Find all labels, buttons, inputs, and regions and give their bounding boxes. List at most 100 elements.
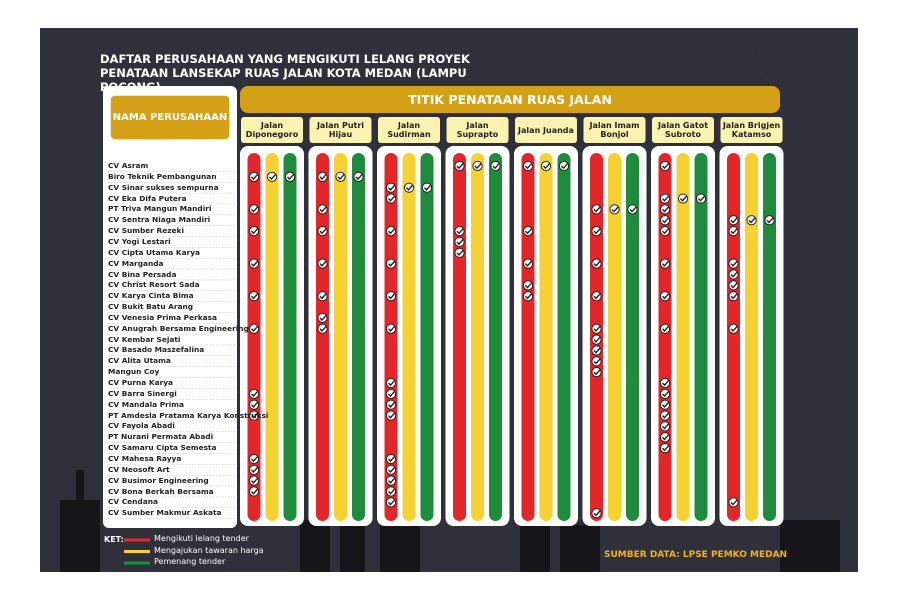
stage-bar [316,153,329,521]
legend-text: Pemenang tender [154,557,226,566]
company-name: CV Christ Resort Sada [108,280,200,290]
roads-header: TITIK PENATAAN RUAS JALAN [408,92,612,107]
check-mark [248,486,260,497]
company-name: CV Purna Karya [108,378,174,387]
legend-text: Mengikuti lelang tender [154,534,249,543]
check-mark [317,204,328,215]
road-header-box [378,117,440,143]
check-mark [284,171,296,182]
check-mark [317,226,328,237]
check-mark [659,432,671,443]
company-name: CV Cendana [108,497,158,507]
check-mark [248,388,260,399]
check-mark [659,399,671,410]
check-mark [522,291,534,302]
check-mark [248,226,260,237]
check-mark [659,410,671,421]
title: DAFTAR PERUSAHAAN YANG MENGIKUTI LELANG … [100,52,470,94]
company-name: CV Basado Maszefalina [108,345,205,355]
check-mark [385,475,397,486]
company-name: PT Amdesla Pratama Karya Konstruksi [108,410,269,420]
check-mark [454,247,465,258]
check-mark [591,204,602,215]
check-mark [746,215,757,226]
road-name: Jalan Sudirman [387,121,431,139]
stage-bar [676,153,690,521]
check-mark [248,291,260,302]
stage-bar [694,153,708,521]
check-mark [728,269,739,280]
company-name: CV Busimor Engineering [108,475,209,485]
check-mark [385,182,397,193]
check-mark [385,486,397,497]
stage-bar [402,153,416,521]
check-mark [522,258,534,269]
check-mark [385,377,397,389]
check-mark [248,399,260,410]
check-mark [248,323,260,334]
check-mark [728,226,739,237]
stage-bar [521,153,535,521]
company-header: NAMA PERUSAHAAN [112,112,228,123]
road-name: Jalan Diponegoro [245,121,299,139]
check-mark [659,193,671,204]
check-mark [764,215,775,226]
company-panel [103,86,237,528]
road-name: Jalan Juanda [518,125,574,135]
company-name: CV Sinar sukses sempurna [108,182,219,192]
check-mark [659,258,671,269]
check-mark [385,291,397,302]
check-mark [335,171,346,182]
check-mark [385,497,397,508]
stage-bar [763,153,776,521]
road-name: Jalan Suprapto [456,121,499,139]
road-header-box [515,117,577,143]
check-mark [266,171,278,182]
check-mark [248,171,260,182]
check-mark [677,193,689,204]
check-mark [248,475,260,486]
check-mark [248,204,260,215]
check-mark [659,323,671,334]
company-name: CV Yogi Lestari [108,236,171,246]
company-name: CV Fayola Abadi [108,421,175,431]
check-mark [317,258,328,269]
company-name: CV Sentra Niaga Mandiri [108,215,211,225]
check-mark [659,291,671,302]
check-mark [385,226,397,237]
company-name: CV Marganda [108,258,164,268]
stage-bar [471,153,484,521]
road-name: Jalan Gatot Subroto [657,121,709,139]
company-name: PT Nurani Permata Abadi [108,432,214,442]
road-header-box [720,117,783,143]
check-mark [317,171,328,182]
company-name: CV Kembar Sejati [108,334,181,344]
check-mark [659,160,671,172]
check-mark [591,345,602,356]
stage-bar [334,153,347,521]
road-header-box [583,117,646,143]
check-mark [317,291,328,302]
check-mark [728,215,739,226]
check-mark [728,280,739,291]
company-name: CV Mahesa Rayya [108,453,182,463]
road-name: Jalan Imam Bonjol [589,121,640,139]
company-header-box [109,94,231,141]
check-mark [728,323,739,334]
check-mark [454,160,465,172]
check-mark [591,323,602,334]
company-name: CV Sumber Rezeki [108,226,184,236]
source: SUMBER DATA: LPSE PEMKO MEDAN [604,550,788,560]
check-mark [472,160,483,172]
check-mark [522,280,534,291]
stage-bar [283,153,297,521]
stage-bar [352,153,365,521]
company-name: CV Mandala Prima [108,399,184,409]
company-name: CV Karya Cinta Bima [108,291,194,301]
stage-bar [420,153,434,521]
check-mark [385,410,397,421]
check-mark [353,171,364,182]
road-header-box [241,117,303,143]
check-mark [522,226,534,237]
